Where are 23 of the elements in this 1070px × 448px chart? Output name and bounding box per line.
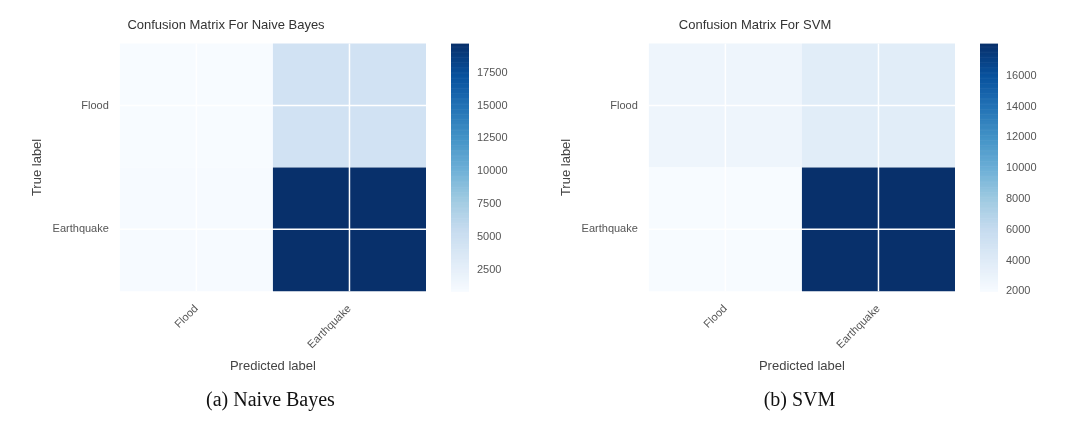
x-axis-title: Predicted label	[758, 357, 845, 373]
chart-title: Confusion Matrix For Naive Bayes	[126, 17, 325, 33]
color-bar-label: 16000	[1005, 68, 1037, 81]
color-bar-label: 10000	[1005, 161, 1037, 174]
y-axis-title: True label	[28, 138, 44, 197]
y-axis-title: True label	[557, 138, 573, 197]
text: (b) SVM	[763, 388, 836, 411]
color-bar-label: 8000	[1005, 192, 1030, 205]
color-bar-label: 4000	[1005, 253, 1030, 266]
text: (a) Naive Bayes	[206, 388, 335, 411]
color-bar-label: 2500	[476, 263, 501, 276]
chart-title: Confusion Matrix For SVM	[678, 17, 831, 33]
color-bar-label: 17500	[476, 65, 508, 78]
x-axis-title: Predicted label	[229, 357, 316, 373]
color-bar-label: 15000	[476, 98, 508, 111]
color-bar-label: 12500	[476, 131, 508, 144]
color-bar-label: 6000	[1005, 222, 1030, 235]
color-bar-label: 10000	[476, 164, 508, 177]
color-bar-label: 2000	[1005, 284, 1030, 297]
color-bar-label: 12000	[1005, 130, 1037, 143]
color-bar-label: 14000	[1005, 99, 1037, 112]
color-bar-label: 5000	[476, 230, 501, 243]
color-bar-label: 7500	[476, 197, 501, 210]
